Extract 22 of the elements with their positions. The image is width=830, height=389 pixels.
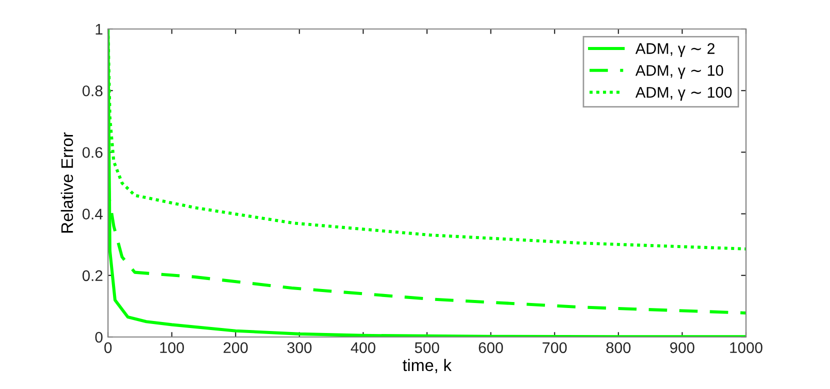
y-tick-label: 0.6 (82, 147, 102, 158)
y-tick-label: 0 (95, 332, 103, 343)
y-tick-label: 0.2 (82, 270, 102, 282)
x-tick-label: 900 (670, 342, 694, 354)
y-axis-title: Relative Error (60, 132, 74, 233)
x-tick-label: 0 (104, 342, 112, 354)
x-tick-label: 400 (350, 342, 376, 354)
x-tick-label: 1000 (730, 342, 762, 354)
x-tick-label: 100 (160, 342, 184, 354)
x-tick-label: 800 (606, 342, 631, 354)
y-tick-label: 1 (96, 24, 102, 35)
x-tick-label: 500 (414, 342, 440, 354)
legend-label: ADM, γ ∼ 10 (635, 65, 724, 79)
y-tick-label: 0.8 (82, 85, 102, 96)
x-tick-label: 300 (287, 342, 312, 354)
x-tick-label: 200 (224, 342, 248, 354)
x-tick-label: 600 (478, 342, 503, 354)
x-tick-label: 700 (542, 342, 567, 354)
y-tick-label: 0.4 (82, 208, 103, 220)
x-axis-title: time, k (402, 358, 452, 374)
legend-label: ADM, γ ∼ 2 (635, 43, 714, 57)
legend-label: ADM, γ ∼ 100 (635, 86, 732, 101)
